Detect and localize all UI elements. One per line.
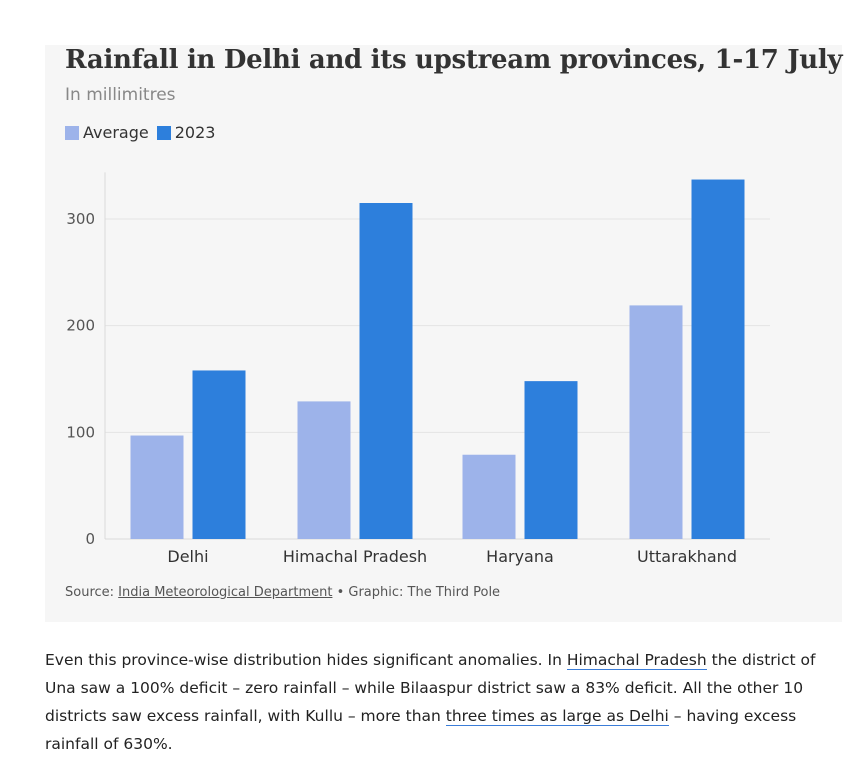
- source-link[interactable]: India Meteorological Department: [118, 585, 333, 600]
- bar-2023-haryana: [524, 381, 578, 539]
- legend-label-average: Average: [83, 123, 149, 142]
- x-tick-label-haryana: Haryana: [486, 547, 554, 566]
- bar-2023-delhi: [192, 370, 246, 539]
- paragraph-text-3: – having excess rainfall of 630%.: [45, 707, 797, 753]
- y-tick-label-200: 200: [66, 317, 95, 335]
- paragraph-text-1: Even this province-wise distribution hid…: [45, 651, 567, 669]
- chart-subtitle: In millimitres: [65, 85, 176, 105]
- source-prefix: Source:: [65, 585, 119, 600]
- x-tick-label-delhi: Delhi: [167, 547, 208, 566]
- three-times-link[interactable]: three times as large as Delhi: [445, 707, 669, 726]
- bar-average-haryana: [462, 454, 516, 539]
- bar-2023-uttarakhand: [691, 179, 745, 540]
- x-tick-label-uttarakhand: Uttarakhand: [637, 547, 737, 566]
- article-paragraph: Even this province-wise distribution hid…: [45, 646, 835, 758]
- chart-legend: Average 2023: [65, 123, 223, 142]
- legend-swatch-average: [65, 125, 79, 140]
- legend-item-average[interactable]: Average: [65, 123, 149, 142]
- paragraph-text-2: the district of Una saw a 100% deficit –…: [45, 651, 816, 725]
- bar-2023-himachal-pradesh: [359, 203, 413, 539]
- y-tick-label-300: 300: [66, 210, 95, 228]
- bar-average-himachal-pradesh: [297, 401, 351, 539]
- source-suffix: • Graphic: The Third Pole: [332, 585, 501, 600]
- y-tick-label-0: 0: [85, 530, 95, 548]
- himachal-pradesh-link[interactable]: Himachal Pradesh: [566, 651, 707, 670]
- chart-title: Rainfall in Delhi and its upstream provi…: [65, 45, 843, 75]
- x-tick-label-himachal-pradesh: Himachal Pradesh: [283, 547, 427, 566]
- legend-label-2023: 2023: [174, 123, 216, 142]
- y-tick-label-100: 100: [66, 423, 95, 441]
- bar-average-delhi: [130, 435, 184, 539]
- legend-swatch-2023: [156, 125, 171, 140]
- legend-item-2023[interactable]: 2023: [156, 123, 216, 142]
- chart-source: Source: India Meteorological Department …: [65, 585, 500, 600]
- chart-card: Rainfall in Delhi and its upstream provi…: [45, 45, 843, 622]
- bar-chart: 0 100 200 300 Delhi Himachal Pradesh Haryana Ut…: [66, 172, 770, 566]
- bar-average-uttarakhand: [629, 305, 683, 539]
